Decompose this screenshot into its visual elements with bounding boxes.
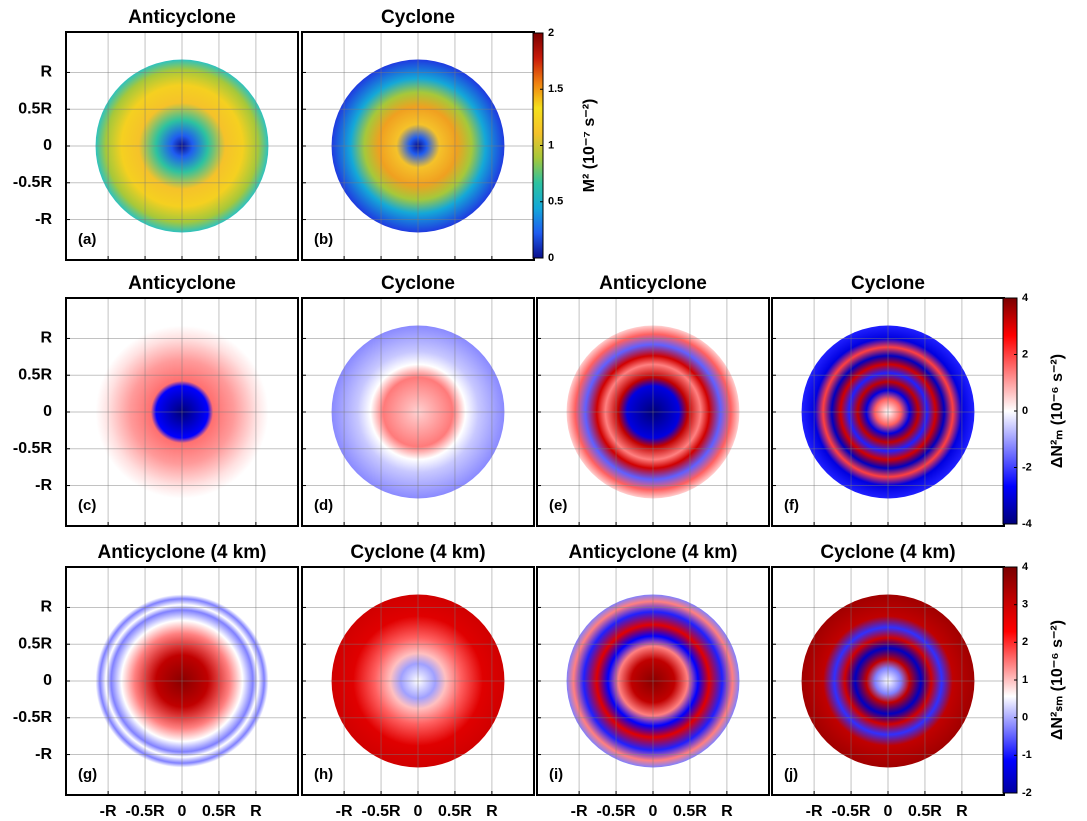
x-tick-label: 0.5R [202, 803, 236, 820]
panel-title: Anticyclone [599, 273, 707, 294]
x-tick-label: -0.5R [831, 803, 871, 820]
x-tick-label: 0 [649, 803, 658, 820]
x-tick-label: -0.5R [596, 803, 636, 820]
panel-title: Anticyclone (4 km) [98, 542, 267, 563]
x-tick-label: R [250, 803, 262, 820]
colorbar-tick-label: 1 [548, 139, 554, 151]
y-tick-label: 0.5R [18, 100, 52, 117]
y-tick-label: 0 [43, 672, 52, 689]
x-tick-label: -R [100, 803, 117, 820]
panel-label: (b) [314, 231, 333, 248]
panel: Cyclone (d) [302, 273, 534, 526]
colorbar-tick-label: 0.5 [548, 196, 563, 208]
panel: Cyclone (b) [302, 7, 534, 260]
x-tick-label: 0.5R [673, 803, 707, 820]
panel: Cyclone (f) [772, 273, 1004, 526]
panel-label: (f) [784, 497, 799, 514]
x-tick-label: R [956, 803, 968, 820]
y-tick-label: -R [35, 477, 52, 494]
panel-label: (a) [78, 231, 96, 248]
panel-label: (c) [78, 497, 96, 514]
panel-title: Anticyclone (4 km) [569, 542, 738, 563]
panel-title: Anticyclone [128, 273, 236, 294]
colorbar-label: ΔN²ₘ (10⁻⁶ s⁻²) [1049, 354, 1066, 468]
y-tick-label: -0.5R [13, 174, 53, 191]
x-tick-label: R [486, 803, 498, 820]
x-tick-label: 0 [884, 803, 893, 820]
y-tick-label: 0 [43, 403, 52, 420]
colorbar-tick-label: 2 [1022, 636, 1028, 648]
panel: Anticyclone (c) [66, 273, 298, 526]
y-tick-label: 0.5R [18, 366, 52, 383]
y-tick-label: R [40, 599, 52, 616]
colorbar-tick-label: -2 [1022, 787, 1032, 799]
colorbar-tick-label: 4 [1022, 561, 1029, 573]
panel: Cyclone (4 km) (j) [772, 542, 1004, 795]
panel: Anticyclone (a) [66, 7, 298, 260]
colorbar-tick-label: 0 [1022, 405, 1028, 417]
x-tick-label: 0 [414, 803, 423, 820]
colorbar-label: ΔN²ₛₘ (10⁻⁶ s⁻²) [1049, 620, 1066, 740]
panel-title: Cyclone [851, 273, 925, 294]
colorbar-tick-label: 1.5 [548, 83, 563, 95]
y-tick-label: -R [35, 746, 52, 763]
y-tick-label: 0 [43, 137, 52, 154]
colorbar-tick-label: 2 [1022, 348, 1028, 360]
colorbar-tick-label: 3 [1022, 599, 1028, 611]
x-tick-label: 0.5R [908, 803, 942, 820]
panel-title: Cyclone [381, 7, 455, 28]
colorbar-tick-label: -4 [1022, 518, 1033, 530]
x-tick-label: -R [571, 803, 588, 820]
panel-label: (g) [78, 766, 97, 783]
colorbar-tick-label: 1 [1022, 674, 1028, 686]
panel-label: (e) [549, 497, 567, 514]
panel: Anticyclone (4 km) (i) [537, 542, 769, 795]
colorbar-tick-label: -1 [1022, 749, 1032, 761]
panel: Anticyclone (e) [537, 273, 769, 526]
panel-label: (j) [784, 766, 798, 783]
x-tick-label: -0.5R [125, 803, 165, 820]
y-tick-label: R [40, 330, 52, 347]
panel-title: Cyclone (4 km) [350, 542, 485, 563]
colorbar-tick-label: 4 [1022, 292, 1029, 304]
colorbar-label: M² (10⁻⁷ s⁻²) [581, 99, 598, 193]
colorbar-tick-label: 2 [548, 27, 554, 39]
y-tick-label: -R [35, 211, 52, 228]
x-tick-label: 0.5R [438, 803, 472, 820]
panel-title: Cyclone [381, 273, 455, 294]
x-tick-label: -R [336, 803, 353, 820]
x-tick-label: R [721, 803, 733, 820]
panel-label: (i) [549, 766, 563, 783]
y-tick-label: -0.5R [13, 709, 53, 726]
colorbar-tick-label: -2 [1022, 461, 1032, 473]
panel: Anticyclone (4 km) (g) [66, 542, 298, 795]
colorbar-tick-label: 0 [1022, 712, 1028, 724]
y-tick-label: 0.5R [18, 635, 52, 652]
panel-label: (d) [314, 497, 333, 514]
y-tick-label: R [40, 64, 52, 81]
panel-title: Anticyclone [128, 7, 236, 28]
y-tick-label: -0.5R [13, 440, 53, 457]
panel-title: Cyclone (4 km) [820, 542, 955, 563]
x-tick-label: -R [806, 803, 823, 820]
x-tick-label: 0 [178, 803, 187, 820]
panel-label: (h) [314, 766, 333, 783]
figure: Anticyclone(a)R0.5R0-0.5R-RCyclone(b)Ant… [0, 0, 1087, 821]
colorbar-tick-label: 0 [548, 252, 554, 264]
panel: Cyclone (4 km) (h) [302, 542, 534, 795]
x-tick-label: -0.5R [361, 803, 401, 820]
